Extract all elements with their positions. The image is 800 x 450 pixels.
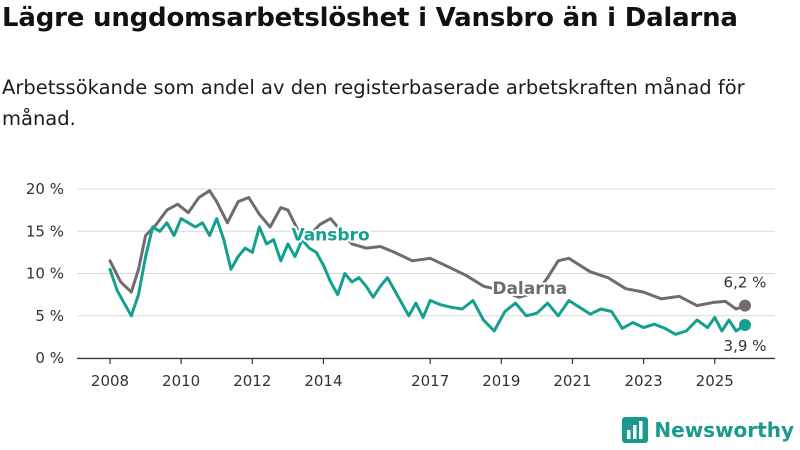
brand-footer[interactable]: Newsworthy	[622, 416, 794, 444]
chart-title: Lägre ungdomsarbetslöshet i Vansbro än i…	[2, 3, 738, 33]
series-labels: 6,2 % 3,9 % Dalarna Vansbro	[289, 224, 767, 355]
x-tick-label: 2019	[482, 372, 520, 390]
x-tick-label: 2023	[625, 372, 663, 390]
brand-name: Newsworthy	[654, 418, 794, 442]
x-tick-label: 2021	[553, 372, 591, 390]
series-line-vansbro	[108, 217, 747, 336]
x-tick-label: 2012	[233, 372, 271, 390]
y-tick-label: 20 %	[26, 180, 64, 198]
x-tick-label: 2008	[91, 372, 129, 390]
x-tick-label: 2017	[411, 372, 449, 390]
x-tick-label: 2014	[304, 372, 342, 390]
y-tick-label: 0 %	[35, 349, 64, 367]
y-axis: 0 % 5 % 10 % 15 % 20 %	[26, 180, 64, 367]
end-label-dalarna: 6,2 %	[724, 274, 767, 292]
x-axis: 2008 2010 2012 2014 2017 2019 2021 2023 2025	[77, 357, 775, 390]
x-tick-label: 2010	[162, 372, 200, 390]
end-label-vansbro: 3,9 %	[724, 337, 767, 355]
y-tick-label: 10 %	[26, 265, 64, 283]
newsworthy-logo-icon	[622, 417, 649, 443]
series-lines	[108, 189, 747, 336]
endpoint-vansbro	[739, 319, 751, 332]
series-line-dalarna	[108, 189, 747, 311]
series-label-vansbro: Vansbro	[291, 226, 369, 246]
chart-subtitle: Arbetssökande som andel av den registerb…	[2, 76, 745, 130]
x-tick-label: 2025	[696, 372, 734, 390]
y-tick-label: 15 %	[26, 222, 64, 240]
y-tick-label: 5 %	[35, 307, 64, 325]
series-label-dalarna: Dalarna	[492, 279, 567, 299]
endpoint-dalarna	[739, 299, 751, 312]
